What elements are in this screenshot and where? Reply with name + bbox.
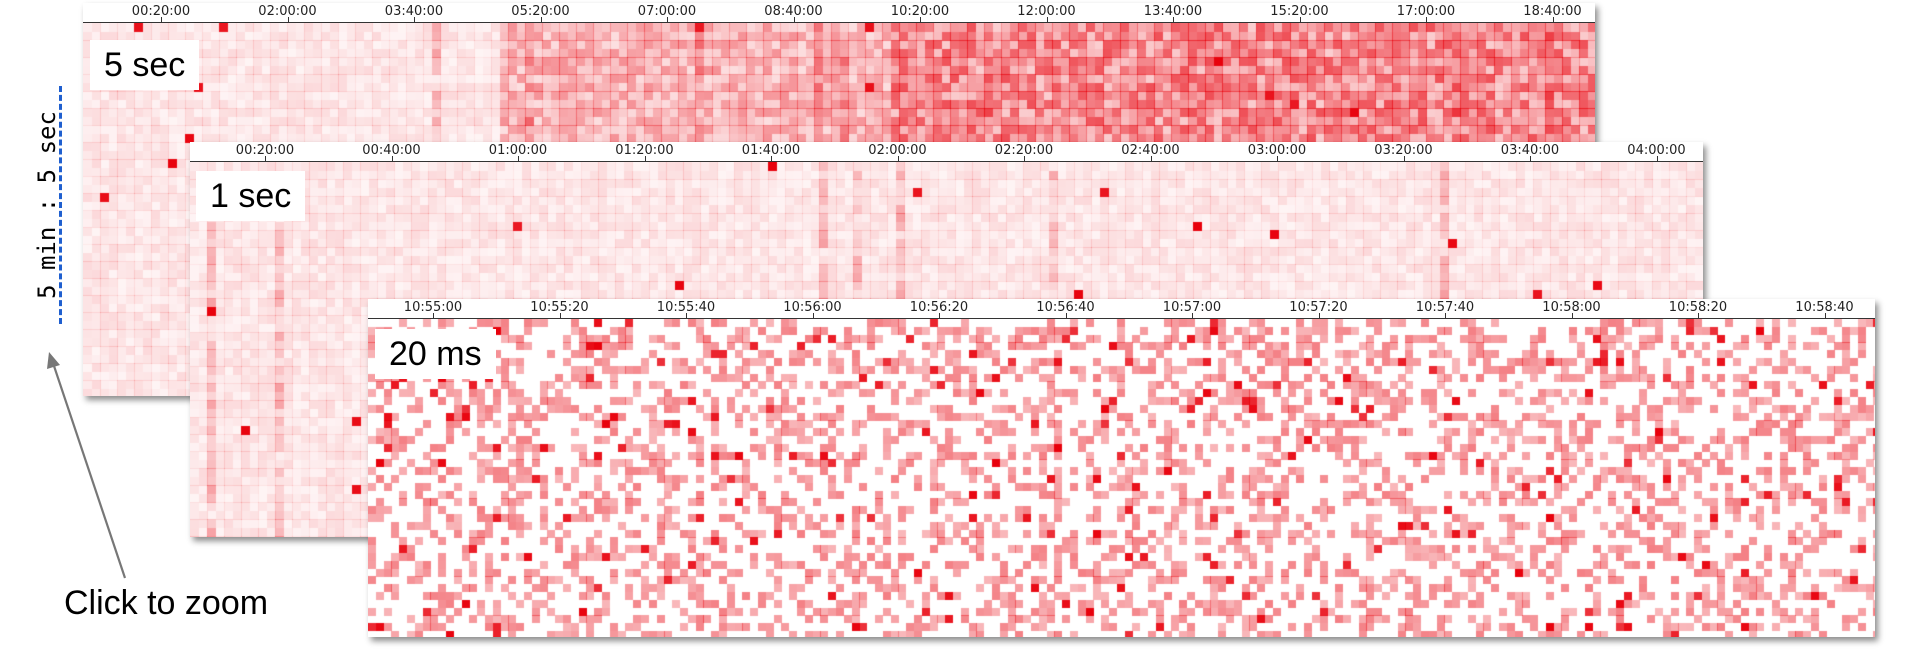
tick-mark: [1656, 156, 1658, 162]
tick-mark: [161, 17, 162, 23]
tick-label: 02:00:00: [258, 4, 317, 19]
time-axis: 10:55:00 10:55:20 10:55:40 10:56:00 10:56:20…: [368, 299, 1875, 319]
tick-label: 02:40:00: [1121, 143, 1180, 158]
tick-mark: [667, 17, 668, 23]
tick-mark: [1277, 156, 1278, 162]
heatmap-cells[interactable]: [368, 319, 1875, 637]
axis-line: [190, 161, 1703, 162]
zoom-range-indicator: [59, 86, 62, 324]
tick-label: 02:20:00: [994, 143, 1054, 158]
tick-mark: [920, 17, 921, 23]
tick-label: 10:57:40: [1415, 300, 1475, 315]
tick-mark: [1046, 17, 1048, 23]
tick-label: 00:20:00: [131, 4, 191, 19]
tick-mark: [433, 313, 434, 319]
tick-label: 03:20:00: [1374, 143, 1433, 158]
tick-mark: [1299, 17, 1301, 23]
tick-mark: [1530, 156, 1531, 162]
tick-label: 08:40:00: [764, 4, 823, 19]
tick-label: 03:40:00: [384, 4, 444, 19]
tick-label: 10:56:40: [1036, 300, 1095, 315]
tick-mark: [1024, 156, 1025, 162]
tick-label: 05:20:00: [511, 4, 570, 19]
tick-label: 01:20:00: [615, 143, 674, 158]
tick-label: 18:40:00: [1523, 4, 1582, 19]
tick-mark: [812, 313, 814, 319]
tick-mark: [391, 156, 393, 162]
tick-label: 10:57:00: [1162, 300, 1222, 315]
tick-mark: [559, 313, 561, 319]
tick-label: 10:56:20: [909, 300, 969, 315]
tick-mark: [1173, 17, 1174, 23]
tick-label: 12:00:00: [1017, 4, 1076, 19]
zoom-hint-text: Click to zoom: [64, 584, 269, 622]
tick-label: 10:56:00: [783, 300, 842, 315]
tick-mark: [686, 313, 687, 319]
tick-label: 13:40:00: [1143, 4, 1203, 19]
tick-mark: [1698, 313, 1699, 319]
tick-mark: [1065, 313, 1067, 319]
tick-label: 15:20:00: [1270, 4, 1329, 19]
tick-mark: [414, 17, 415, 23]
resolution-label: 20 ms: [375, 329, 496, 379]
tick-mark: [1403, 156, 1405, 162]
tick-label: 10:58:00: [1542, 300, 1601, 315]
tick-mark: [793, 17, 795, 23]
tick-mark: [540, 17, 542, 23]
axis-line: [368, 318, 1875, 319]
tick-label: 01:00:00: [488, 143, 548, 158]
tick-mark: [1150, 156, 1152, 162]
tick-mark: [1552, 17, 1554, 23]
tick-mark: [1445, 313, 1446, 319]
zoom-range-label: 5 min : 5 sec: [33, 111, 61, 299]
time-axis: 00:20:00 00:40:00 01:00:00 01:20:00 01:40:00…: [190, 142, 1703, 162]
tick-label: 07:00:00: [637, 4, 697, 19]
tick-label: 03:00:00: [1247, 143, 1307, 158]
tick-mark: [1571, 313, 1573, 319]
tick-label: 10:55:00: [403, 300, 463, 315]
tick-label: 10:55:40: [656, 300, 716, 315]
tick-mark: [1426, 17, 1427, 23]
heatmap-panel-20ms[interactable]: 10:55:00 10:55:20 10:55:40 10:56:00 10:56:20…: [368, 299, 1875, 637]
tick-label: 03:40:00: [1500, 143, 1560, 158]
tick-label: 10:58:20: [1668, 300, 1728, 315]
tick-label: 02:00:00: [868, 143, 927, 158]
resolution-label: 1 sec: [196, 171, 306, 221]
axis-line: [83, 22, 1595, 23]
tick-label: 10:20:00: [890, 4, 950, 19]
tick-mark: [771, 156, 772, 162]
tick-mark: [939, 313, 940, 319]
resolution-label: 5 sec: [90, 40, 200, 90]
tick-label: 10:55:20: [530, 300, 589, 315]
tick-label: 17:00:00: [1396, 4, 1456, 19]
time-axis: 00:20:00 02:00:00 03:40:00 05:20:00 07:00:00…: [83, 3, 1595, 23]
tick-mark: [518, 156, 519, 162]
tick-label: 01:40:00: [741, 143, 801, 158]
tick-label: 04:00:00: [1627, 143, 1686, 158]
tick-mark: [265, 156, 266, 162]
tick-mark: [1318, 313, 1320, 319]
tick-mark: [1192, 313, 1193, 319]
tick-mark: [897, 156, 899, 162]
tick-mark: [644, 156, 646, 162]
tick-label: 10:57:20: [1289, 300, 1348, 315]
tick-mark: [1824, 313, 1826, 319]
tick-label: 00:40:00: [362, 143, 421, 158]
tick-label: 10:58:40: [1795, 300, 1854, 315]
tick-mark: [287, 17, 289, 23]
tick-label: 00:20:00: [235, 143, 295, 158]
